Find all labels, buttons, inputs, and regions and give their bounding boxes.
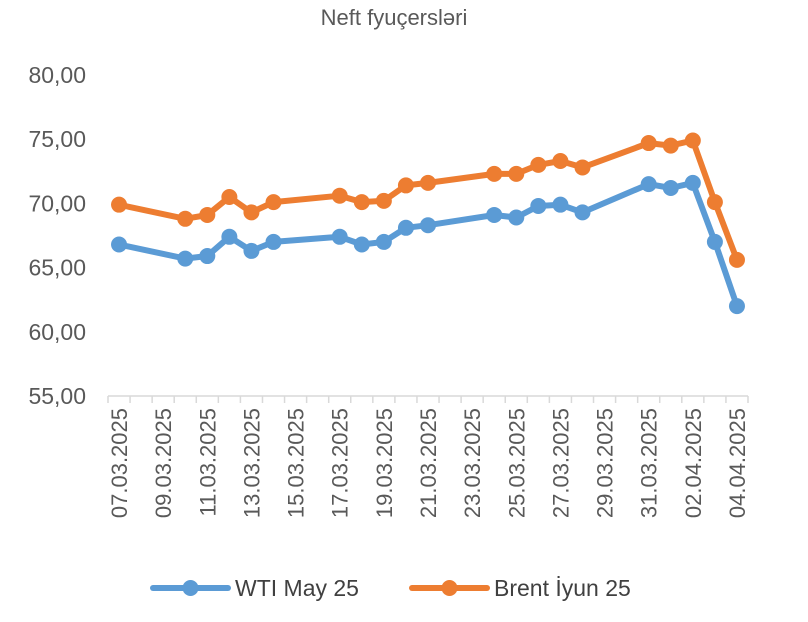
data-point	[397, 177, 414, 194]
data-point	[353, 236, 370, 253]
data-point	[265, 233, 282, 250]
data-point	[706, 194, 723, 211]
x-tick-label: 31.03.2025	[637, 408, 662, 518]
data-point	[552, 196, 569, 213]
data-point	[486, 206, 503, 223]
data-point	[574, 204, 591, 221]
data-point	[111, 236, 128, 253]
y-tick-label: 80,00	[28, 62, 86, 88]
legend-item: WTI May 25	[150, 575, 359, 601]
data-point	[243, 204, 260, 221]
data-point	[552, 153, 569, 170]
x-tick-label: 02.04.2025	[681, 408, 706, 518]
data-point	[221, 228, 238, 245]
data-point	[375, 192, 392, 209]
x-tick-label: 21.03.2025	[416, 408, 441, 518]
x-tick-label: 15.03.2025	[284, 408, 309, 518]
data-point	[111, 196, 128, 213]
x-tick-label: 25.03.2025	[504, 408, 529, 518]
legend-label: WTI May 25	[235, 575, 359, 601]
data-point	[331, 228, 348, 245]
x-axis-tickmarks	[107, 396, 749, 403]
x-tick-label: 07.03.2025	[107, 408, 132, 518]
x-tick-label: 11.03.2025	[195, 408, 220, 516]
data-point	[397, 219, 414, 236]
data-point	[177, 250, 194, 267]
data-point	[177, 210, 194, 227]
y-tick-label: 60,00	[28, 319, 86, 345]
series-2	[111, 132, 745, 268]
series-group	[111, 132, 745, 315]
data-point	[508, 209, 525, 226]
legend-item: Brent İyun 25	[409, 575, 631, 601]
x-tick-label: 27.03.2025	[548, 408, 573, 518]
data-point	[486, 165, 503, 182]
data-point	[640, 176, 657, 193]
data-point	[221, 188, 238, 205]
data-point	[640, 135, 657, 152]
data-point	[574, 159, 591, 176]
x-tick-label: 17.03.2025	[328, 408, 353, 518]
data-point	[331, 187, 348, 204]
chart-title: Neft fyuçersləri	[321, 5, 468, 30]
series-1	[111, 174, 745, 315]
data-point	[199, 206, 216, 223]
data-point	[420, 217, 436, 234]
y-axis-ticks: 55,00 60,00 65,00 70,00 75,00 80,00	[28, 62, 86, 409]
x-tick-label: 19.03.2025	[372, 408, 397, 518]
legend-marker	[441, 580, 458, 596]
data-point	[530, 197, 547, 214]
legend-marker	[182, 580, 199, 596]
x-tick-label: 23.03.2025	[460, 408, 485, 518]
data-point	[684, 132, 701, 149]
data-point	[420, 174, 436, 191]
data-point	[508, 165, 525, 182]
series-line	[116, 179, 740, 310]
y-tick-label: 70,00	[28, 190, 86, 216]
data-point	[662, 179, 679, 196]
legend-label: Brent İyun 25	[494, 575, 631, 601]
data-point	[728, 251, 745, 268]
data-point	[530, 156, 547, 173]
data-point	[353, 194, 370, 211]
y-tick-label: 55,00	[28, 383, 86, 409]
x-tick-label: 04.04.2025	[725, 408, 750, 518]
data-point	[728, 298, 745, 315]
x-axis-tick-labels: 07.03.2025 09.03.2025 11.03.2025 13.03.2025…	[107, 408, 750, 518]
data-point	[706, 233, 723, 250]
legend: WTI May 25 Brent İyun 25	[150, 575, 631, 601]
data-point	[662, 137, 679, 154]
series-line	[116, 137, 740, 263]
x-tick-label: 29.03.2025	[593, 408, 618, 518]
data-point	[199, 248, 216, 265]
x-tick-label: 09.03.2025	[151, 408, 176, 518]
y-tick-label: 65,00	[28, 255, 86, 281]
data-point	[265, 194, 282, 211]
y-tick-label: 75,00	[28, 126, 86, 152]
data-point	[684, 174, 701, 191]
data-point	[375, 233, 392, 250]
x-tick-label: 13.03.2025	[239, 408, 264, 518]
data-point	[243, 242, 260, 259]
